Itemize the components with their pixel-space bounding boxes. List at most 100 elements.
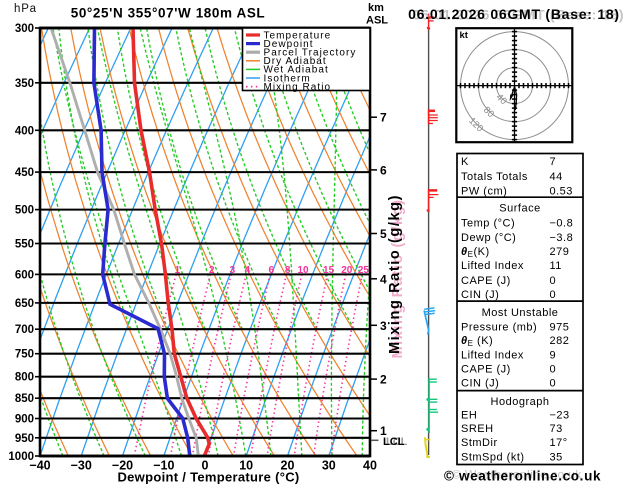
svg-text:300: 300 bbox=[15, 23, 34, 35]
svg-text:−0.8: −0.8 bbox=[550, 218, 574, 230]
svg-text:73: 73 bbox=[550, 423, 563, 435]
svg-text:950: 950 bbox=[15, 433, 34, 445]
svg-text:ASL: ASL bbox=[366, 15, 388, 27]
svg-text:−3.8: −3.8 bbox=[550, 232, 574, 244]
svg-text:975: 975 bbox=[550, 322, 570, 334]
svg-text:Dewp (°C): Dewp (°C) bbox=[461, 232, 516, 244]
svg-text:hPa: hPa bbox=[14, 3, 37, 15]
svg-text:© Weatheronline.co.uk: © Weatheronline.co.uk bbox=[452, 468, 582, 482]
svg-text:CIN (J): CIN (J) bbox=[461, 289, 499, 301]
svg-text:7: 7 bbox=[550, 156, 557, 168]
svg-text:850: 850 bbox=[15, 393, 34, 405]
svg-text:kt: kt bbox=[460, 30, 469, 41]
svg-text:500: 500 bbox=[15, 205, 34, 217]
svg-text:650: 650 bbox=[15, 298, 34, 310]
svg-text:800: 800 bbox=[15, 372, 34, 384]
svg-text:CAPE (J): CAPE (J) bbox=[461, 275, 511, 287]
svg-text:44: 44 bbox=[550, 171, 563, 183]
svg-text:600: 600 bbox=[15, 269, 34, 281]
svg-text:1000: 1000 bbox=[8, 451, 34, 463]
svg-text:Mixing Ratio (g/kg): Mixing Ratio (g/kg) bbox=[387, 194, 403, 354]
svg-text:7: 7 bbox=[380, 111, 387, 125]
svg-text:900: 900 bbox=[15, 414, 34, 426]
svg-text:20: 20 bbox=[281, 458, 295, 472]
svg-text:−10: −10 bbox=[153, 458, 174, 472]
svg-text:0: 0 bbox=[550, 377, 557, 389]
svg-text:Most Unstable: Most Unstable bbox=[482, 307, 559, 319]
svg-text:11: 11 bbox=[550, 260, 562, 272]
svg-text:282: 282 bbox=[550, 335, 570, 347]
svg-text:9: 9 bbox=[550, 350, 557, 362]
svg-text:Temperature: Temperature bbox=[264, 30, 332, 41]
svg-text:−40: −40 bbox=[29, 458, 50, 472]
svg-text:Surface: Surface bbox=[499, 203, 540, 215]
svg-text:CAPE (J): CAPE (J) bbox=[461, 364, 511, 376]
svg-text:LCL: LCL bbox=[383, 436, 405, 448]
svg-text:LCL: LCL bbox=[386, 436, 408, 448]
svg-text:279: 279 bbox=[550, 246, 570, 258]
svg-text:−23: −23 bbox=[550, 410, 570, 422]
svg-text:StmSpd (kt): StmSpd (kt) bbox=[461, 452, 525, 464]
svg-text:0: 0 bbox=[550, 275, 557, 287]
svg-text:0: 0 bbox=[202, 458, 209, 472]
svg-text:6: 6 bbox=[380, 163, 387, 177]
svg-text:CIN (J): CIN (J) bbox=[461, 377, 499, 389]
svg-text:2: 2 bbox=[380, 373, 387, 387]
svg-text:1: 1 bbox=[380, 424, 387, 438]
svg-text:2: 2 bbox=[209, 265, 215, 276]
svg-text:SREH: SREH bbox=[461, 423, 494, 435]
svg-text:3: 3 bbox=[380, 319, 387, 333]
svg-text:−30: −30 bbox=[71, 458, 92, 472]
svg-text:4: 4 bbox=[245, 265, 251, 276]
svg-text:StmDir: StmDir bbox=[461, 437, 498, 449]
svg-text:PW (cm): PW (cm) bbox=[461, 185, 507, 197]
svg-text:Hodograph: Hodograph bbox=[491, 396, 550, 408]
svg-text:10: 10 bbox=[297, 265, 309, 276]
svg-text:Dewpoint / Temperature (°C): Dewpoint / Temperature (°C) bbox=[117, 469, 299, 484]
svg-text:Lifted Index: Lifted Index bbox=[461, 350, 524, 362]
svg-text:Parcel Trajectory: Parcel Trajectory bbox=[264, 48, 357, 59]
svg-text:550: 550 bbox=[15, 239, 34, 251]
svg-text:−20: −20 bbox=[112, 458, 133, 472]
svg-text:06.01.2026 06GMT (Base: 18): 06.01.2026 06GMT (Base: 18) bbox=[413, 7, 625, 23]
svg-text:Dry Adiabat: Dry Adiabat bbox=[264, 56, 327, 67]
svg-text:06.01.2026 06GMT (Base: 18): 06.01.2026 06GMT (Base: 18) bbox=[408, 6, 620, 22]
svg-text:Mixing Ratio (g/kg): Mixing Ratio (g/kg) bbox=[390, 198, 406, 358]
svg-text:km: km bbox=[368, 2, 384, 14]
svg-text:Isotherm: Isotherm bbox=[264, 73, 311, 84]
svg-text:400: 400 bbox=[15, 125, 34, 137]
svg-text:Wet Adiabat: Wet Adiabat bbox=[264, 65, 329, 76]
svg-text:© weatheronline.co.uk: © weatheronline.co.uk bbox=[444, 469, 601, 484]
svg-text:Mixing Ratio: Mixing Ratio bbox=[264, 82, 332, 93]
svg-text:20: 20 bbox=[341, 265, 353, 276]
svg-text:0: 0 bbox=[550, 289, 557, 301]
svg-text:4: 4 bbox=[380, 272, 387, 286]
svg-text:350: 350 bbox=[15, 78, 34, 90]
svg-text:5: 5 bbox=[380, 227, 387, 241]
svg-text:10: 10 bbox=[239, 458, 253, 472]
svg-text:0: 0 bbox=[550, 364, 557, 376]
svg-text:Pressure (mb): Pressure (mb) bbox=[461, 322, 537, 334]
svg-text:3: 3 bbox=[230, 265, 236, 276]
svg-text:K: K bbox=[461, 156, 469, 168]
svg-text:30: 30 bbox=[322, 458, 336, 472]
svg-text:700: 700 bbox=[15, 324, 34, 336]
svg-text:θE(K): θE(K) bbox=[461, 246, 490, 259]
svg-text:50°25'N 355°07'W 180m ASL: 50°25'N 355°07'W 180m ASL bbox=[71, 5, 266, 20]
svg-text:Dewpoint: Dewpoint bbox=[264, 39, 314, 50]
svg-text:Temp (°C): Temp (°C) bbox=[461, 218, 515, 230]
svg-text:1: 1 bbox=[175, 265, 181, 276]
svg-text:40: 40 bbox=[363, 458, 377, 472]
svg-text:17°: 17° bbox=[550, 437, 568, 449]
svg-text:6: 6 bbox=[269, 265, 275, 276]
svg-text:Lifted Index: Lifted Index bbox=[461, 260, 524, 272]
svg-text:Totals Totals: Totals Totals bbox=[461, 171, 528, 183]
svg-text:25: 25 bbox=[358, 265, 370, 276]
svg-text:EH: EH bbox=[461, 410, 477, 422]
svg-text:15: 15 bbox=[323, 265, 335, 276]
svg-text:θE (K): θE (K) bbox=[461, 335, 493, 348]
svg-text:750: 750 bbox=[15, 349, 34, 361]
svg-text:8: 8 bbox=[285, 265, 291, 276]
svg-text:450: 450 bbox=[15, 167, 34, 179]
svg-text:0.53: 0.53 bbox=[550, 185, 573, 197]
